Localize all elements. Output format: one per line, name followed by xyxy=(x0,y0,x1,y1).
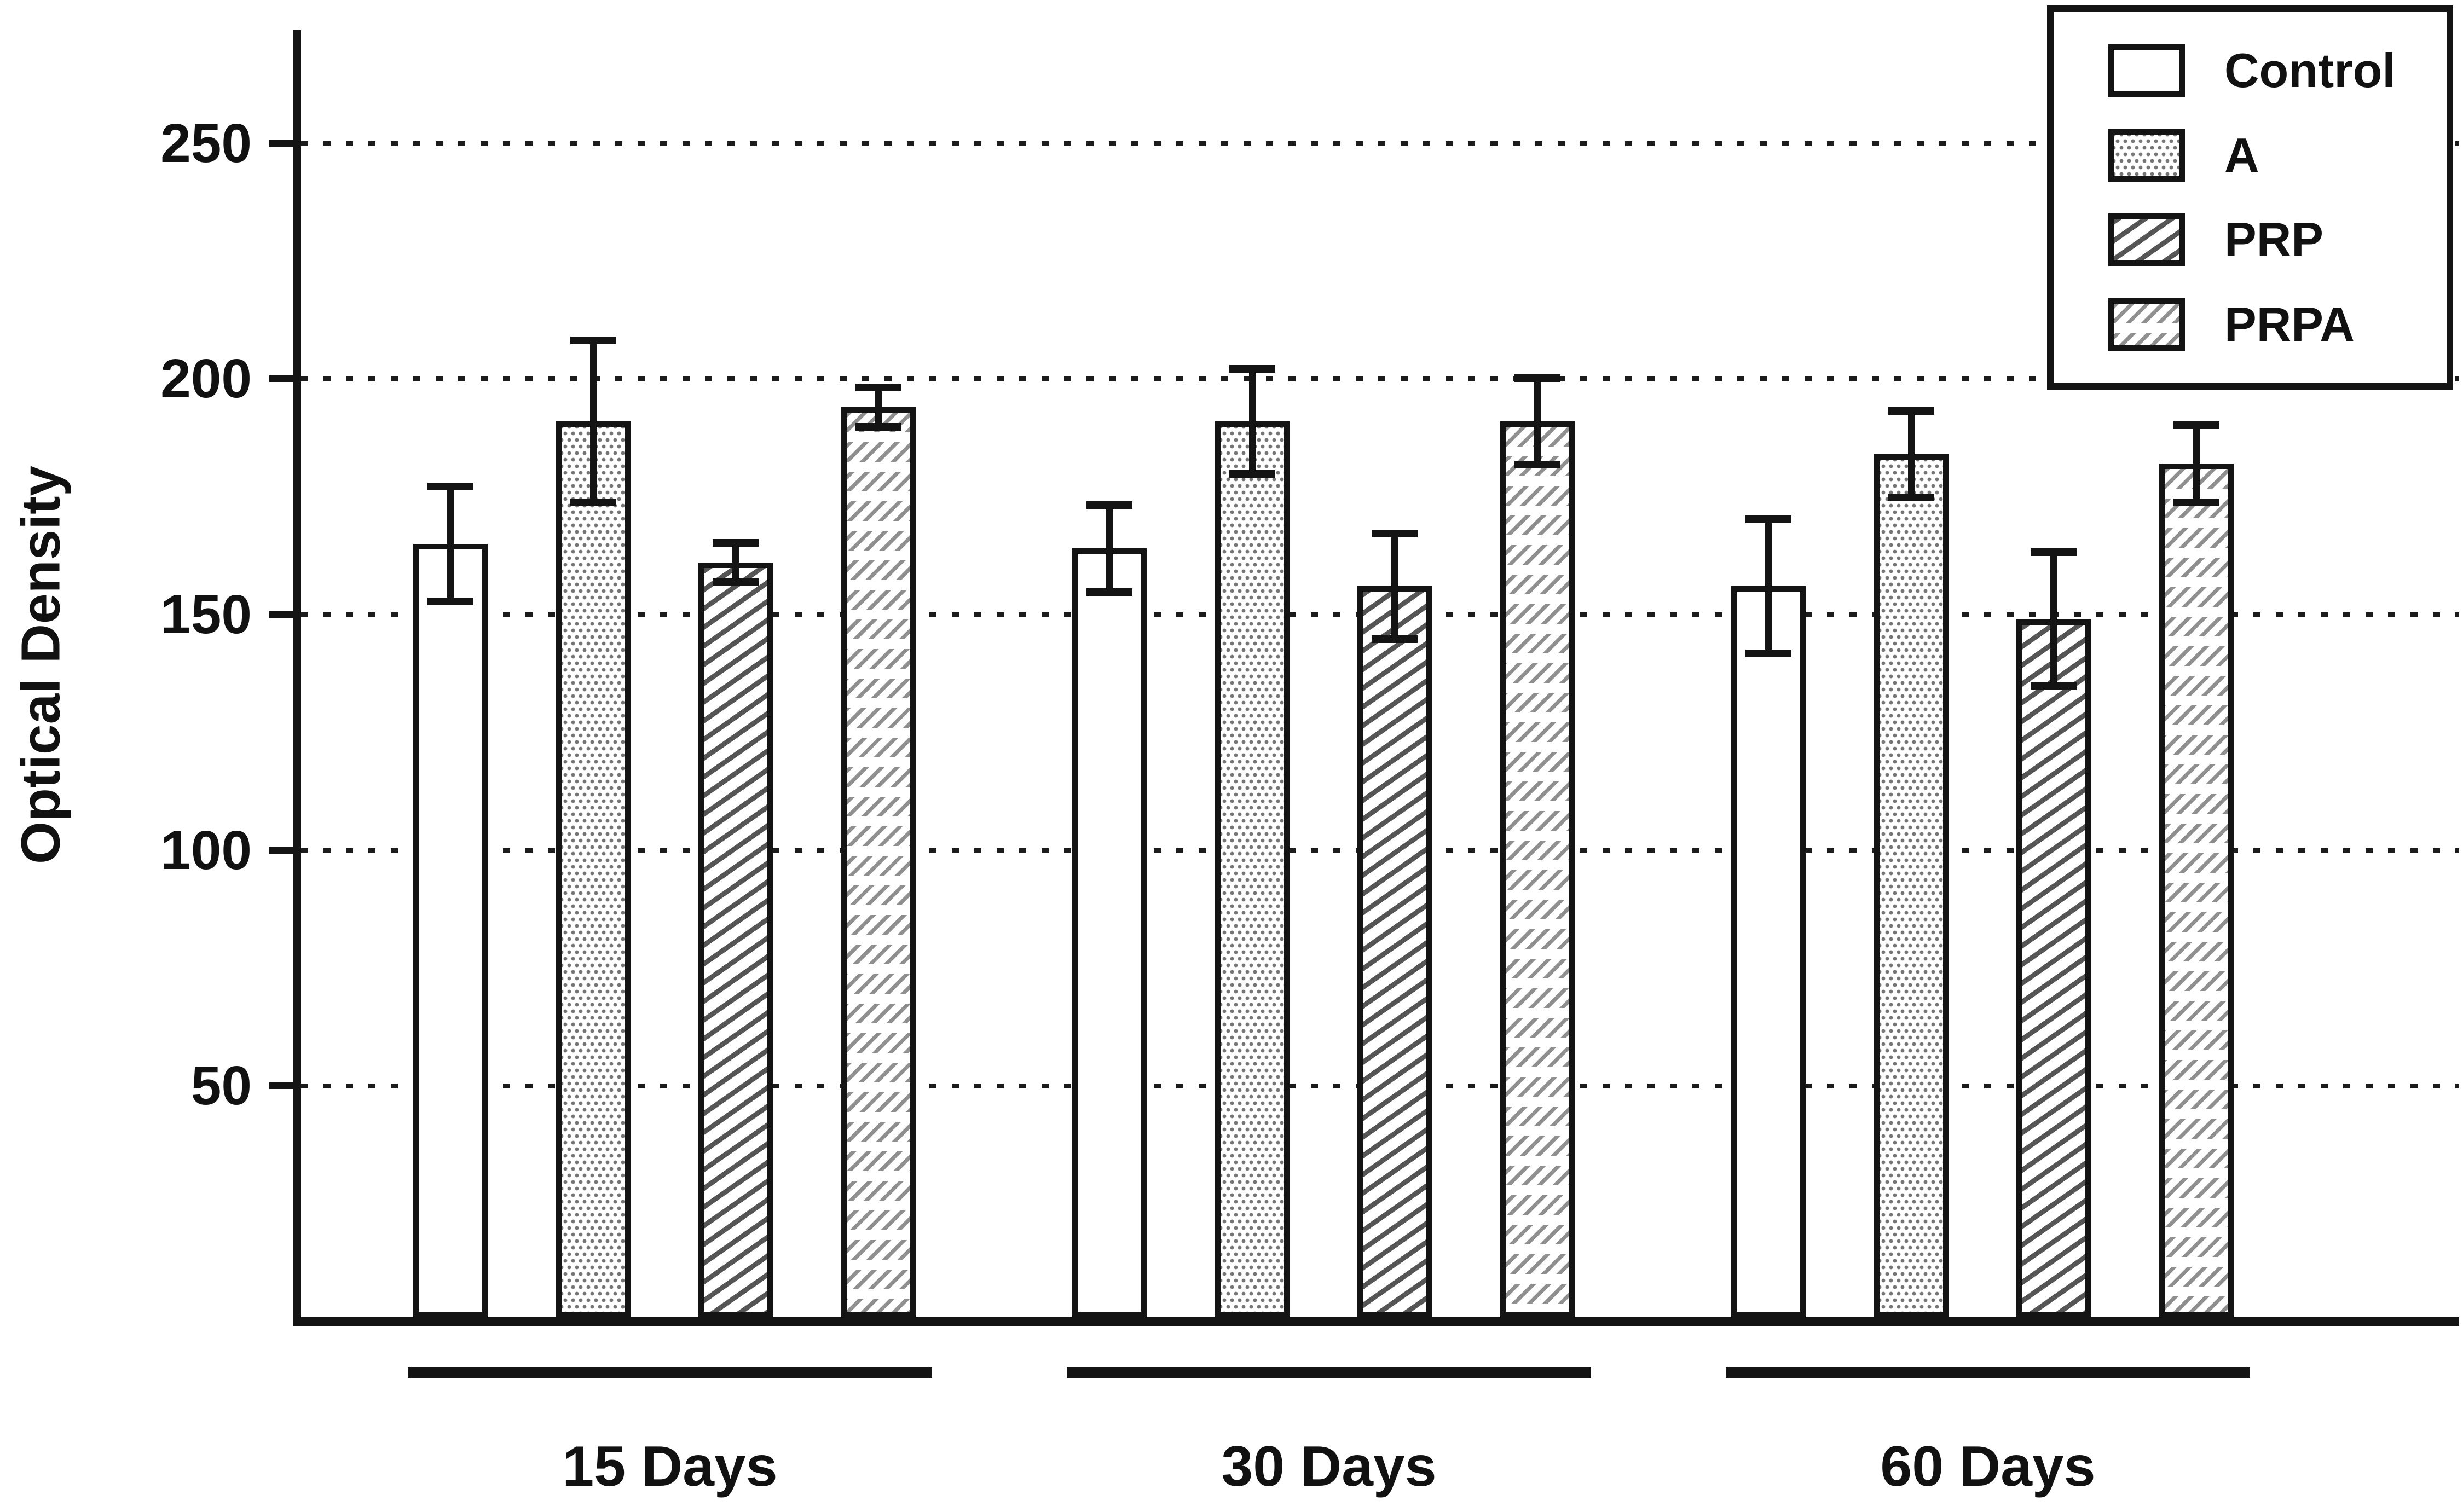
bar-prp-3 xyxy=(2016,619,2091,1317)
error-cap xyxy=(855,423,901,431)
legend-item-control: Control xyxy=(2108,44,2447,97)
y-tick xyxy=(269,375,301,383)
y-tick-label: 250 xyxy=(160,112,252,174)
error-cap xyxy=(1372,529,1418,537)
legend-swatch-plain-icon xyxy=(2108,44,2185,97)
legend-item-prpa: PRPA xyxy=(2108,298,2447,351)
error-cap xyxy=(1514,374,1560,382)
y-tick xyxy=(269,847,301,854)
x-axis-line xyxy=(293,1317,2459,1326)
error-line xyxy=(590,336,597,506)
error-cap xyxy=(1229,470,1275,478)
gridline-y-200 xyxy=(301,376,2459,382)
error-line xyxy=(2050,548,2057,690)
error-cap xyxy=(1888,407,1934,415)
legend-swatch-diagonal-hatch-icon xyxy=(2108,213,2185,267)
legend-swatch-dashed-diagonal-rows-icon xyxy=(2108,298,2185,351)
bar-control-1 xyxy=(413,543,488,1317)
legend-label: PRP xyxy=(2224,212,2323,267)
error-line xyxy=(447,482,454,605)
bar-prp-1 xyxy=(698,563,773,1317)
error-cap xyxy=(1745,649,1791,657)
error-cap xyxy=(1514,461,1560,468)
y-axis-line xyxy=(293,30,301,1326)
legend-item-prp: PRP xyxy=(2108,212,2447,267)
error-bar-control-3 xyxy=(1745,515,1791,657)
error-cap xyxy=(2173,421,2219,429)
y-axis-title: Optical Density xyxy=(10,466,72,864)
error-bar-prp-2 xyxy=(1372,529,1418,643)
group-underline-2 xyxy=(1067,1367,1591,1378)
y-tick xyxy=(269,140,301,147)
legend-label: Control xyxy=(2224,43,2396,97)
bar-control-3 xyxy=(1731,586,1806,1317)
error-cap xyxy=(1888,494,1934,502)
error-bar-prpa-1 xyxy=(855,383,901,431)
y-tick-label: 150 xyxy=(160,584,252,646)
error-line xyxy=(1106,501,1113,596)
bar-prp-2 xyxy=(1357,586,1432,1317)
y-tick-label: 200 xyxy=(160,348,252,410)
bar-prpa-1 xyxy=(841,407,916,1317)
legend-label: A xyxy=(2224,128,2259,182)
error-line xyxy=(1391,529,1398,643)
error-bar-prp-1 xyxy=(713,539,759,587)
error-cap xyxy=(1086,501,1132,509)
error-cap xyxy=(855,383,901,391)
error-bar-a-1 xyxy=(570,336,616,506)
error-cap xyxy=(1372,635,1418,643)
y-tick-label: 50 xyxy=(190,1055,252,1117)
y-tick-label: 100 xyxy=(160,819,252,881)
error-line xyxy=(732,539,739,587)
error-line xyxy=(2193,421,2200,506)
error-cap xyxy=(570,498,616,506)
group-underline-3 xyxy=(1726,1367,2250,1378)
error-cap xyxy=(1745,515,1791,524)
bar-prpa-2 xyxy=(1500,421,1575,1317)
error-line xyxy=(875,383,882,431)
error-cap xyxy=(427,597,473,605)
error-cap xyxy=(570,336,616,344)
error-line xyxy=(1908,407,1915,502)
error-bar-control-1 xyxy=(427,482,473,605)
y-tick xyxy=(269,611,301,618)
error-cap xyxy=(713,578,759,587)
bar-a-1 xyxy=(556,421,631,1317)
error-cap xyxy=(1086,588,1132,596)
bar-prpa-3 xyxy=(2159,464,2234,1317)
group-label-1: 15 Days xyxy=(562,1435,778,1498)
legend-swatch-dots-icon xyxy=(2108,129,2185,182)
bar-a-3 xyxy=(1874,454,1949,1317)
error-cap xyxy=(427,482,473,490)
legend-item-a: A xyxy=(2108,129,2447,182)
error-cap xyxy=(713,539,759,547)
y-tick xyxy=(269,1082,301,1090)
error-bar-prpa-3 xyxy=(2173,421,2219,506)
error-bar-a-2 xyxy=(1229,364,1275,478)
error-bar-prp-3 xyxy=(2031,548,2077,690)
legend: Control A PRP PRPA xyxy=(2047,5,2453,390)
legend-label: PRPA xyxy=(2224,297,2355,352)
error-line xyxy=(1765,515,1772,657)
error-cap xyxy=(1229,364,1275,373)
error-bar-prpa-2 xyxy=(1514,374,1560,468)
error-cap xyxy=(2031,682,2077,690)
group-label-3: 60 Days xyxy=(1880,1435,2096,1498)
error-cap xyxy=(2173,498,2219,506)
error-cap xyxy=(2031,548,2077,557)
error-bar-a-3 xyxy=(1888,407,1934,502)
error-line xyxy=(1534,374,1541,468)
group-label-2: 30 Days xyxy=(1221,1435,1437,1498)
group-underline-1 xyxy=(408,1367,932,1378)
error-line xyxy=(1249,364,1256,478)
bar-a-2 xyxy=(1215,421,1290,1317)
error-bar-control-2 xyxy=(1086,501,1132,596)
gridline-y-250 xyxy=(301,141,2459,146)
bar-control-2 xyxy=(1072,548,1147,1317)
